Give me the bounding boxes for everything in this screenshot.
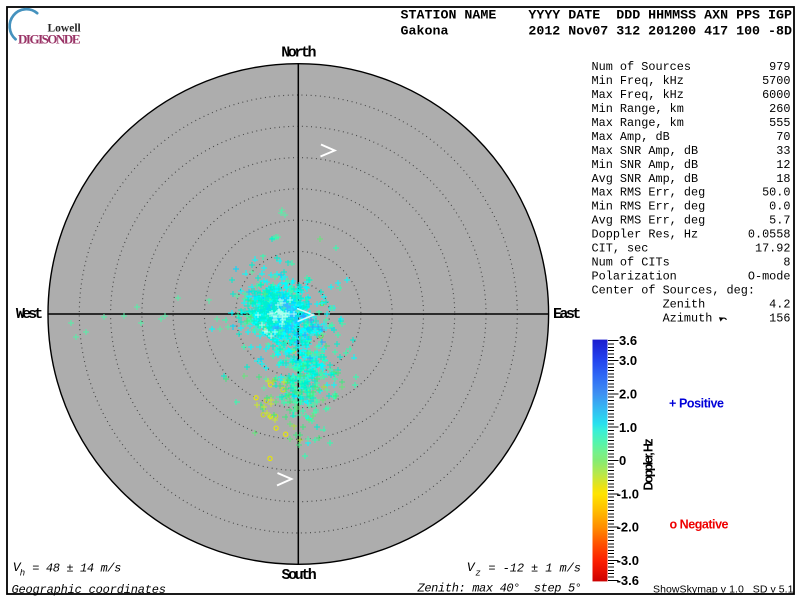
svg-text:Min Freq, kHz 5700: Min Freq, kHz 5700 — [592, 74, 791, 88]
svg-text:Zenith 4.2: Zenith 4.2 — [592, 298, 791, 312]
svg-text:West: West — [16, 306, 43, 323]
svg-text:Lowell: Lowell — [48, 22, 81, 34]
svg-text:ShowSkymap v 1.0 SD v 5.1: ShowSkymap v 1.0 SD v 5.1 — [653, 584, 794, 596]
svg-text:STATION NAME YYYY DATE DDD: STATION NAME YYYY DATE DDD HHMMSS AXN PP… — [401, 8, 793, 23]
svg-text:Geographic coordinates: Geographic coordinates — [12, 583, 167, 597]
svg-text:Center of Sources, deg:: Center of Sources, deg: — [592, 284, 755, 298]
svg-text:Num of Sources 979: Num of Sources 979 — [592, 60, 791, 74]
svg-text:Min SNR Amp, dB 12: Min SNR Amp, dB 12 — [592, 158, 791, 172]
svg-text:+ Positive: + Positive — [669, 396, 724, 410]
svg-text:V: V — [467, 560, 476, 575]
svg-text:Doppler Res, Hz 0.0558: Doppler Res, Hz 0.0558 — [592, 228, 791, 242]
svg-text:Max Amp, dB 70: Max Amp, dB 70 — [592, 130, 791, 144]
svg-text:h: h — [20, 569, 25, 579]
svg-text:Doppler, Hz: Doppler, Hz — [642, 439, 656, 491]
svg-text:Zenith: max 40° step 5°: Zenith: max 40° step 5° — [417, 581, 583, 595]
svg-text:o Negative: o Negative — [670, 517, 729, 531]
svg-text:Max Range, km 555: Max Range, km 555 — [592, 116, 791, 130]
svg-text:Num of CITs 8: Num of CITs 8 — [592, 256, 791, 270]
svg-text:North: North — [281, 45, 316, 62]
svg-text:-1.0: -1.0 — [617, 486, 639, 501]
svg-text:Gakona 2012 Nov07 312: Gakona 2012 Nov07 312 201200 417 100 -8D — [401, 24, 793, 39]
svg-text:Max RMS Err, deg 50.0: Max RMS Err, deg 50.0 — [592, 186, 791, 200]
svg-text:0: 0 — [619, 453, 626, 468]
svg-text:East: East — [553, 306, 581, 323]
svg-text:Min Range, km 260: Min Range, km 260 — [592, 102, 791, 116]
svg-text:Avg RMS Err, deg 5.7: Avg RMS Err, deg 5.7 — [592, 214, 791, 228]
svg-text:DIGISONDE: DIGISONDE — [18, 32, 81, 47]
svg-text:3.0: 3.0 — [619, 353, 637, 368]
svg-text:Max Freq, kHz 6000: Max Freq, kHz 6000 — [592, 88, 791, 102]
svg-text:Max SNR Amp, dB 33: Max SNR Amp, dB 33 — [592, 144, 791, 158]
svg-text:-3.6: -3.6 — [617, 573, 639, 588]
svg-text:= -12 ± 1 m/s: = -12 ± 1 m/s — [488, 561, 581, 575]
svg-text:3.6: 3.6 — [619, 333, 637, 348]
svg-text:CIT, sec 17.92: CIT, sec 17.92 — [592, 242, 791, 256]
svg-text:= 48 ± 14 m/s: = 48 ± 14 m/s — [32, 561, 121, 575]
svg-text:V: V — [13, 560, 22, 575]
svg-text:Avg SNR Amp, dB 18: Avg SNR Amp, dB 18 — [592, 172, 791, 186]
svg-text:South: South — [282, 567, 317, 584]
svg-text:Min RMS Err, deg 0.0: Min RMS Err, deg 0.0 — [592, 200, 791, 214]
svg-text:Azimuth 156: Azimuth 156 — [592, 312, 791, 326]
svg-text:Polarization O-mode: Polarization O-mode — [592, 270, 791, 284]
svg-text:2.0: 2.0 — [619, 387, 637, 402]
svg-text:1.0: 1.0 — [619, 420, 637, 435]
svg-text:z: z — [475, 569, 480, 579]
svg-text:-3.0: -3.0 — [617, 553, 639, 568]
svg-text:-2.0: -2.0 — [617, 520, 639, 535]
